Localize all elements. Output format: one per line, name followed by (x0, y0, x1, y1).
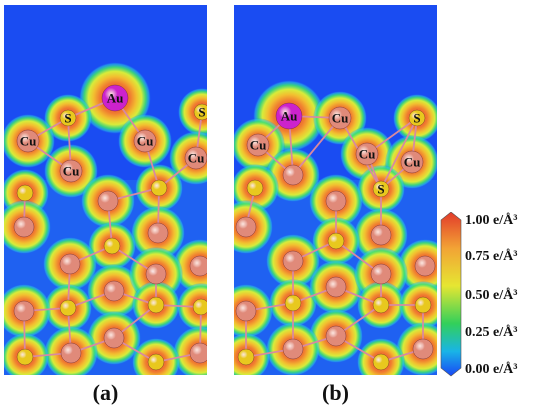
atom-label-s: S (413, 111, 420, 126)
cu-atom (355, 142, 379, 166)
s-atom (192, 298, 207, 316)
s-atom (327, 232, 345, 250)
s-atom (16, 184, 34, 202)
bond-line (292, 117, 341, 176)
cu-atom (282, 338, 304, 360)
colorbar-label-0-50: 0.50 e/Å³ (465, 288, 518, 303)
s-atom (103, 237, 121, 255)
s-atom (59, 299, 77, 317)
cu-atom (325, 325, 347, 347)
cu-atom (59, 159, 83, 183)
cu-atom (59, 253, 81, 275)
cu-atom (189, 255, 207, 277)
cu-atom (97, 190, 119, 212)
cu-atom (13, 300, 35, 322)
atom-label-s: S (377, 182, 384, 197)
cu-atom (370, 224, 392, 246)
atom-label-cu: Cu (359, 147, 376, 162)
colorbar-label-0-75: 0.75 e/Å³ (465, 249, 518, 264)
cu-atom (235, 216, 257, 238)
cu-atom (60, 342, 82, 364)
colorbar-label-1-00: 1.00 e/Å³ (465, 213, 518, 228)
atom-label-cu: Cu (250, 138, 267, 153)
au-atom (275, 102, 303, 130)
cu-atom (16, 129, 40, 153)
colorbar-label-0-00: 0.00 e/Å³ (465, 362, 518, 377)
panel-b-charge-density-map: Au Cu S Cu Cu Cu S (234, 5, 437, 375)
cu-atom (282, 164, 304, 186)
charge-density-plot-b: Au Cu S Cu Cu Cu S (234, 5, 437, 375)
cu-atom (400, 150, 424, 174)
cu-atom (147, 222, 169, 244)
cu-atom (235, 300, 257, 322)
cu-atom (184, 146, 207, 170)
cu-atom (133, 129, 157, 153)
s-atom (16, 348, 34, 366)
atom-label-cu: Cu (404, 155, 421, 170)
cu-atom (412, 338, 434, 360)
cu-atom (414, 255, 436, 277)
s-atom (147, 353, 165, 371)
s-atom (237, 348, 255, 366)
atom-label-s: S (64, 111, 71, 126)
charge-density-plot-a: Au S Cu Cu Cu S Cu (4, 5, 207, 375)
colorbar-label-0-25: 0.25 e/Å³ (465, 325, 518, 340)
atom-label-cu: Cu (188, 151, 205, 166)
atom-label-au: Au (281, 109, 298, 124)
atom-label-cu: Cu (137, 134, 154, 149)
s-atom (414, 296, 432, 314)
s-atom (193, 103, 207, 121)
colorbar-legend: 1.00 e/Å³ 0.75 e/Å³ 0.50 e/Å³ 0.25 e/Å³ … (436, 212, 550, 382)
atom-label-s: S (198, 105, 205, 120)
cu-atom (325, 190, 347, 212)
panel-b-label: (b) (322, 380, 349, 405)
colorbar-gradient (440, 212, 462, 377)
cu-atom (370, 263, 392, 285)
s-atom (147, 296, 165, 314)
s-atom (372, 180, 390, 198)
cu-atom (328, 106, 352, 130)
atom-label-cu: Cu (332, 111, 349, 126)
atoms: Au Cu S Cu Cu Cu S (235, 102, 436, 371)
cu-atom (246, 133, 270, 157)
s-atom (408, 109, 426, 127)
s-atom (150, 179, 168, 197)
cu-atom (189, 342, 207, 364)
atom-label-cu: Cu (63, 164, 80, 179)
s-atom (284, 294, 302, 312)
s-atom (372, 353, 390, 371)
panel-a-label: (a) (92, 380, 119, 405)
au-atom (101, 84, 129, 112)
s-atom (59, 109, 77, 127)
s-atom (372, 296, 390, 314)
cu-atom (103, 280, 125, 302)
atom-label-au: Au (107, 91, 124, 106)
atom-label-cu: Cu (20, 134, 37, 149)
cu-atom (13, 216, 35, 238)
bond-line (380, 117, 418, 190)
cu-atom (103, 327, 125, 349)
panel-a-charge-density-map: Au S Cu Cu Cu S Cu (4, 5, 207, 375)
s-atom (246, 179, 264, 197)
cu-atom (282, 250, 304, 272)
cu-atom (145, 263, 167, 285)
cu-atom (325, 276, 347, 298)
atoms: Au S Cu Cu Cu S Cu (13, 84, 207, 371)
